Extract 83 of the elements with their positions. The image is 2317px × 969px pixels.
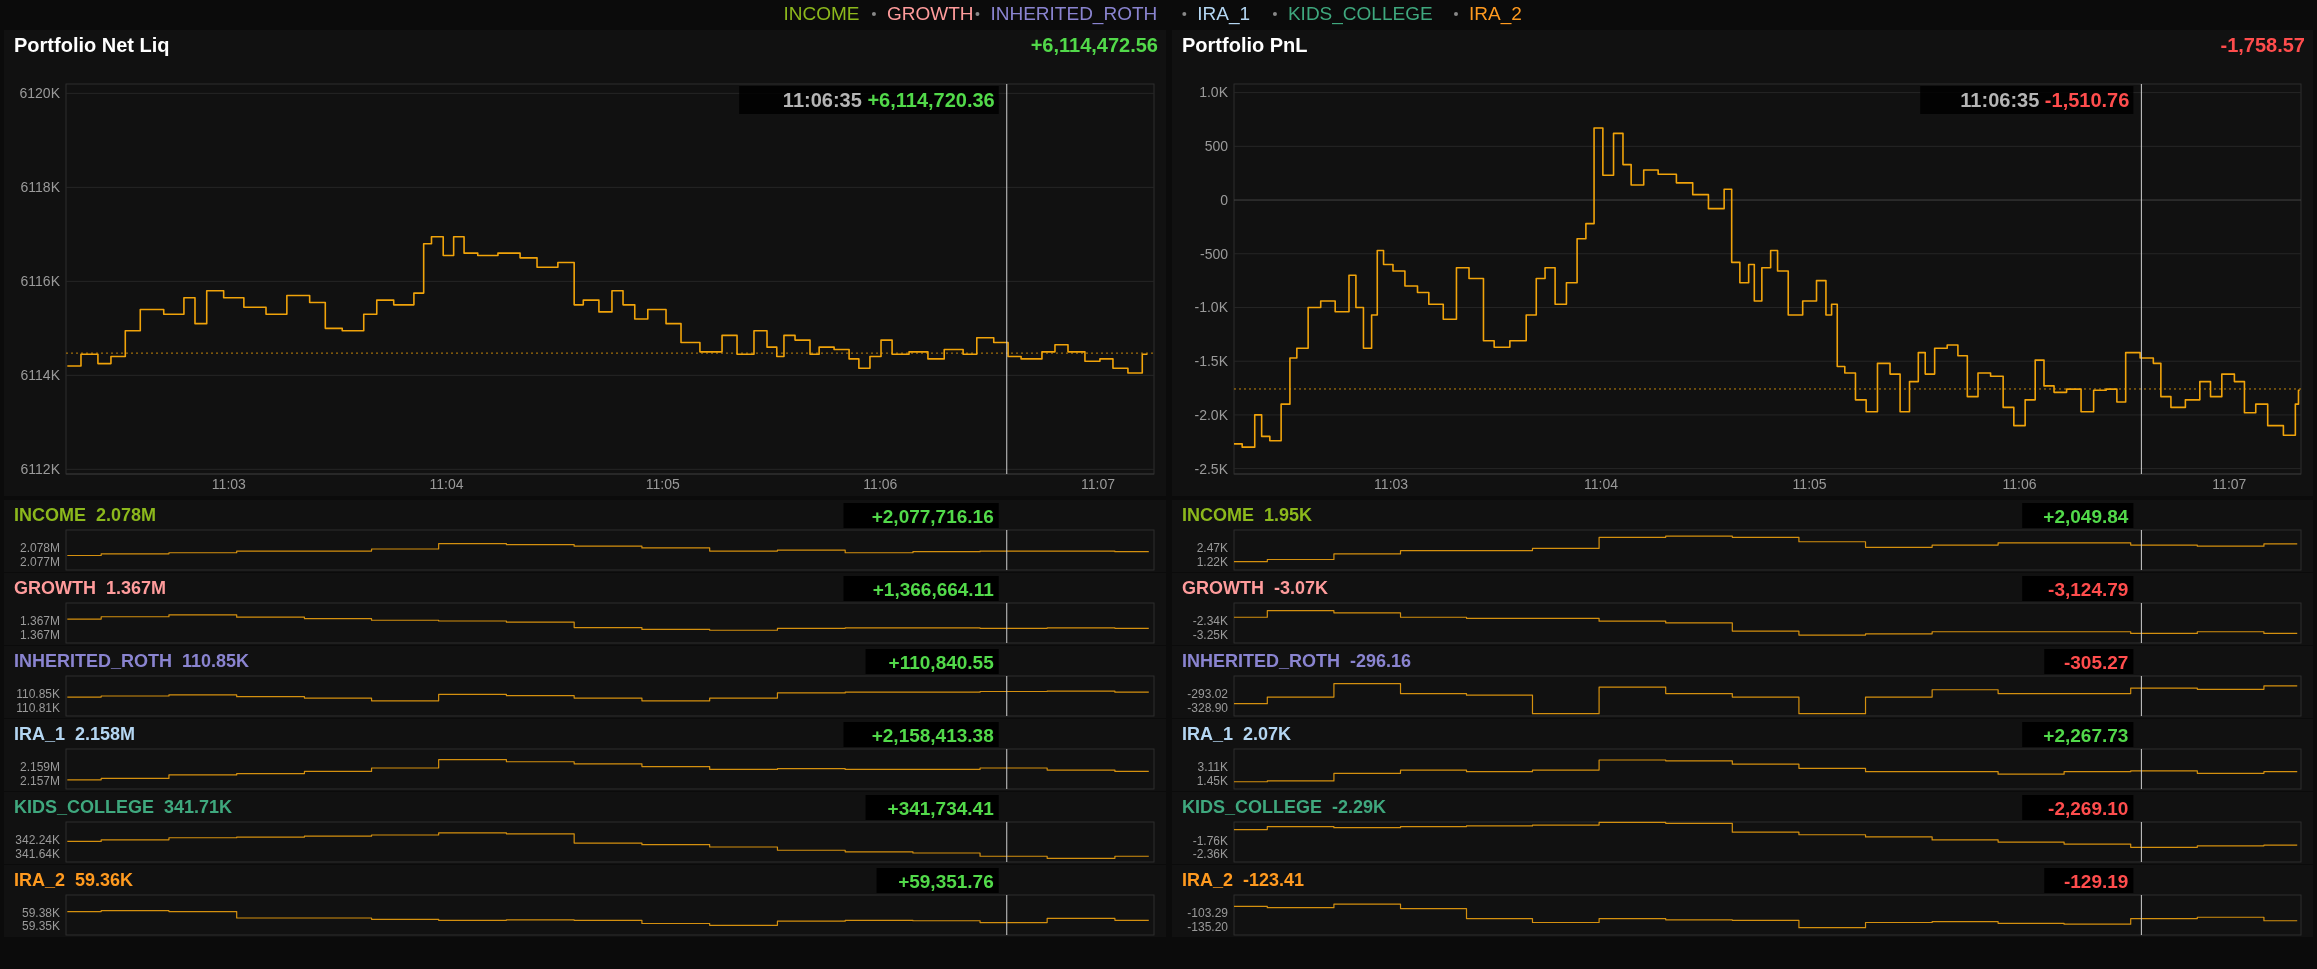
- chart-title: GROWTH -3.07K: [1182, 578, 1329, 598]
- chart-title: KIDS_COLLEGE -2.29K: [1182, 797, 1387, 817]
- x-tick-label: 11:07: [1080, 476, 1116, 492]
- y-tick-label: -500: [1199, 245, 1229, 262]
- x-tick-label: 11:06: [863, 476, 898, 492]
- chart-title: IRA_1 2.07K: [1182, 724, 1292, 744]
- text: -3,124.79: [2048, 579, 2129, 600]
- x-tick-label: 11:07: [2212, 476, 2247, 492]
- y-tick-label: -135.20: [1187, 919, 1229, 934]
- y-tick-label: -1.0K: [1194, 299, 1229, 316]
- y-tick-label: 6118K: [20, 179, 61, 196]
- chart-title: Portfolio Net Liq: [14, 34, 170, 56]
- category-label: IRA_1: [1197, 3, 1251, 25]
- text: +2,158,413.38: [871, 725, 994, 746]
- y-tick-label: 0: [1220, 191, 1229, 208]
- y-tick-label: 341.64K: [15, 846, 60, 861]
- chart-title: Portfolio PnL: [1182, 34, 1308, 56]
- text: +6,114,472.56: [1030, 34, 1158, 56]
- text: +110,840.55: [888, 652, 995, 673]
- y-tick-label: 6114K: [20, 367, 61, 384]
- y-tick-label: 2.078M: [19, 540, 60, 555]
- text: +2,077,716.16: [871, 506, 994, 527]
- chart-title: IRA_2 -123.41: [1182, 870, 1305, 890]
- y-tick-label: 3.11K: [1197, 759, 1228, 774]
- y-tick-label: -2.0K: [1194, 406, 1229, 423]
- ref-line-label: 11:06:35 -1,510.76: [1960, 89, 2130, 111]
- y-tick-label: -103.29: [1187, 905, 1229, 920]
- y-tick-label: 2.47K: [1196, 540, 1228, 555]
- y-tick-label: -328.90: [1187, 700, 1229, 715]
- y-tick-label: 1.367M: [19, 627, 60, 642]
- chart-title: INHERITED_ROTH -296.16: [1182, 651, 1412, 671]
- y-tick-label: -2.5K: [1194, 460, 1229, 477]
- chart-title: INHERITED_ROTH 110.85K: [14, 651, 250, 671]
- y-tick-label: -3.25K: [1192, 627, 1228, 642]
- text: -129.19: [2063, 871, 2129, 892]
- text: -2,269.10: [2048, 798, 2129, 819]
- chart-title: GROWTH 1.367M: [14, 578, 167, 598]
- y-tick-label: 110.81K: [16, 700, 60, 715]
- chart-title: INCOME 2.078M: [14, 505, 157, 525]
- y-tick-label: -2.34K: [1192, 613, 1228, 628]
- chart-title: IRA_1 2.158M: [14, 724, 136, 744]
- y-tick-label: 1.45K: [1196, 773, 1228, 788]
- y-tick-label: 1.367M: [19, 613, 60, 628]
- text: -305.27: [2063, 652, 2129, 673]
- text: +2,049.84: [2043, 506, 2129, 527]
- category-label: INHERITED_ROTH: [990, 3, 1158, 25]
- x-tick-label: 11:05: [1792, 476, 1827, 492]
- x-tick-label: 11:04: [429, 476, 464, 492]
- category-label: IRA_2: [1468, 3, 1522, 25]
- chart-title: IRA_2 59.36K: [14, 870, 134, 890]
- y-tick-label: 110.85K: [16, 686, 60, 701]
- text: +59,351.76: [898, 871, 994, 892]
- ref-line-label: 11:06:35 +6,114,720.36: [782, 89, 995, 111]
- y-tick-label: -293.02: [1187, 686, 1229, 701]
- y-tick-label: 1.0K: [1199, 84, 1229, 101]
- y-tick-label: 2.157M: [19, 773, 60, 788]
- x-tick-label: 11:06: [2002, 476, 2037, 492]
- x-tick-label: 11:03: [1374, 476, 1409, 492]
- category-label: KIDS_COLLEGE: [1287, 3, 1433, 25]
- chart-title: KIDS_COLLEGE 341.71K: [14, 797, 233, 817]
- y-tick-label: 59.35K: [21, 919, 60, 934]
- y-tick-label: 2.159M: [19, 759, 60, 774]
- category-label: GROWTH: [886, 3, 974, 24]
- y-tick-label: 59.38K: [21, 905, 60, 920]
- y-tick-label: 6120K: [19, 85, 61, 102]
- y-tick-label: 500: [1204, 138, 1229, 155]
- text: -1,758.57: [2220, 34, 2305, 56]
- y-tick-label: -1.5K: [1194, 353, 1229, 370]
- y-tick-label: 1.22K: [1196, 554, 1228, 569]
- y-tick-label: 6112K: [20, 461, 61, 478]
- y-tick-label: -1.76K: [1192, 834, 1228, 849]
- y-tick-label: 6116K: [20, 273, 61, 290]
- x-tick-label: 11:05: [645, 476, 680, 492]
- text: +341,734.41: [887, 798, 995, 819]
- y-tick-label: 342.24K: [15, 832, 60, 847]
- y-tick-label: 2.077M: [19, 554, 60, 569]
- text: +2,267.73: [2043, 725, 2129, 746]
- y-tick-label: -2.36K: [1192, 847, 1228, 862]
- text: +1,366,664.11: [872, 579, 995, 600]
- x-tick-label: 11:03: [211, 476, 247, 492]
- category-label: INCOME: [783, 3, 860, 24]
- chart-title: INCOME 1.95K: [1182, 505, 1313, 525]
- x-tick-label: 11:04: [1583, 476, 1619, 492]
